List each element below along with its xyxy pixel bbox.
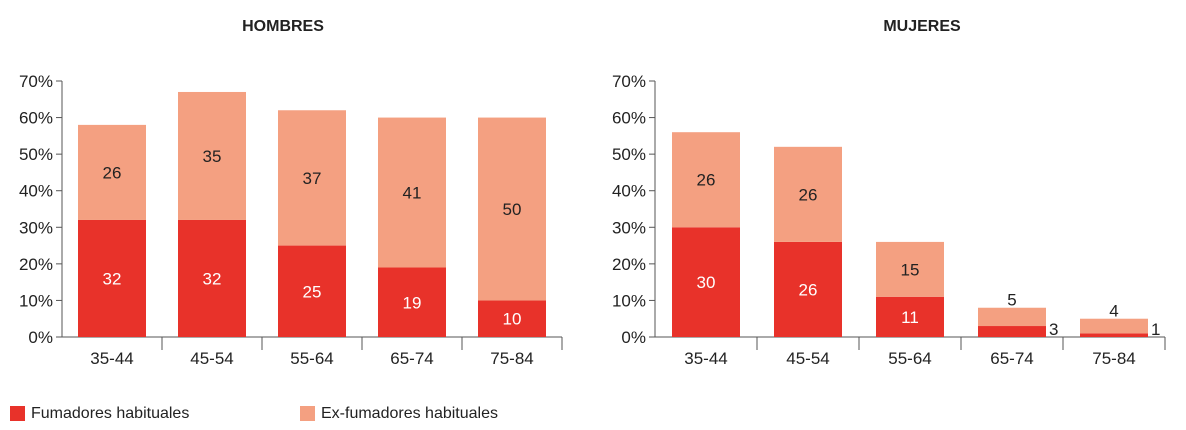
chart1-y-tick-label: 50% xyxy=(19,145,53,164)
legend-swatch-smokers xyxy=(10,406,25,421)
chart2-y-tick-label: 60% xyxy=(612,109,646,128)
chart1-bar-ex-smokers-35-44 xyxy=(78,124,146,220)
chart1-y-tick-label: 70% xyxy=(19,72,53,91)
chart2-x-tick-label: 45-54 xyxy=(786,349,829,368)
chart2-bar-ex-smokers-45-54 xyxy=(774,146,842,242)
chart2-y-tick-label: 20% xyxy=(612,255,646,274)
chart1-x-tick-label: 55-64 xyxy=(290,349,333,368)
chart2-label-smokers-65-74: 3 xyxy=(1049,320,1058,339)
chart2-label-ex-smokers-75-84: 4 xyxy=(1109,302,1118,321)
chart2-bar-smokers-75-84 xyxy=(1080,333,1148,337)
legend-swatch-ex-smokers xyxy=(300,406,315,421)
chart2-y-tick-label: 10% xyxy=(612,291,646,310)
chart2-bar-ex-smokers-55-64 xyxy=(876,241,944,297)
chart2-label-smokers-45-54: 26 xyxy=(799,280,818,299)
chart2-bar-ex-smokers-75-84 xyxy=(1080,318,1148,334)
chart1-label-smokers-65-74: 19 xyxy=(403,293,422,312)
chart2-x-tick-label: 55-64 xyxy=(888,349,931,368)
chart2-label-ex-smokers-55-64: 15 xyxy=(901,260,920,279)
chart1-y-tick-label: 20% xyxy=(19,255,53,274)
chart1-label-ex-smokers-45-54: 35 xyxy=(203,147,222,166)
chart2-bar-smokers-65-74 xyxy=(978,326,1046,337)
chart2-x-tick-label: 35-44 xyxy=(684,349,727,368)
chart1-label-ex-smokers-55-64: 37 xyxy=(303,169,322,188)
chart2-x-tick-label: 75-84 xyxy=(1092,349,1135,368)
chart1-label-ex-smokers-35-44: 26 xyxy=(103,163,122,182)
chart2-label-ex-smokers-45-54: 26 xyxy=(799,185,818,204)
chart1-bar-ex-smokers-65-74 xyxy=(378,117,446,268)
chart1-bar-smokers-65-74 xyxy=(378,267,446,337)
chart2-bar-smokers-45-54 xyxy=(774,241,842,337)
chart2-label-smokers-35-44: 30 xyxy=(697,273,716,292)
chart1-x-tick-label: 75-84 xyxy=(490,349,533,368)
chart2-label-ex-smokers-65-74: 5 xyxy=(1007,291,1016,310)
chart2-title: MUJERES xyxy=(883,18,961,35)
chart2-y-tick-label: 0% xyxy=(621,328,646,347)
chart2-y-tick-label: 70% xyxy=(612,72,646,91)
legend-item-ex-smokers: Ex-fumadores habituales xyxy=(300,405,498,422)
chart1-label-smokers-45-54: 32 xyxy=(203,269,222,288)
chart2-label-smokers-55-64: 11 xyxy=(901,308,919,327)
chart2-bar-smokers-35-44 xyxy=(672,227,740,337)
legend-label-smokers: Fumadores habituales xyxy=(31,405,190,422)
chart1-label-smokers-55-64: 25 xyxy=(303,282,322,301)
chart1-y-tick-label: 0% xyxy=(28,328,53,347)
chart2-bar-smokers-55-64 xyxy=(876,296,944,337)
chart1-x-tick-label: 45-54 xyxy=(190,349,233,368)
chart1-bar-smokers-45-54 xyxy=(178,219,246,337)
chart1-y-tick-label: 30% xyxy=(19,218,53,237)
chart1-x-tick-label: 65-74 xyxy=(390,349,433,368)
chart1-bar-ex-smokers-55-64 xyxy=(278,110,346,246)
chart1-label-ex-smokers-75-84: 50 xyxy=(503,200,522,219)
legend-label-ex-smokers: Ex-fumadores habituales xyxy=(321,405,498,422)
chart1-bar-smokers-55-64 xyxy=(278,245,346,337)
legend-item-smokers: Fumadores habituales xyxy=(10,405,190,422)
chart1-label-smokers-35-44: 32 xyxy=(103,269,122,288)
chart1-y-tick-label: 40% xyxy=(19,182,53,201)
chart2-y-tick-label: 50% xyxy=(612,145,646,164)
chart1-label-smokers-75-84: 10 xyxy=(503,310,522,329)
chart1-bar-smokers-75-84 xyxy=(478,300,546,337)
chart1-y-tick-label: 60% xyxy=(19,109,53,128)
chart2-label-smokers-75-84: 1 xyxy=(1151,320,1160,339)
chart1-bar-ex-smokers-75-84 xyxy=(478,117,546,301)
chart2-x-tick-label: 65-74 xyxy=(990,349,1033,368)
chart1-bar-ex-smokers-45-54 xyxy=(178,91,246,220)
chart2-bar-ex-smokers-65-74 xyxy=(978,307,1046,327)
chart1-bar-smokers-35-44 xyxy=(78,219,146,337)
chart2-y-tick-label: 30% xyxy=(612,218,646,237)
chart1-title: HOMBRES xyxy=(242,18,324,35)
chart2-bar-ex-smokers-35-44 xyxy=(672,132,740,228)
chart2-y-tick-label: 40% xyxy=(612,182,646,201)
chart1-y-tick-label: 10% xyxy=(19,291,53,310)
chart1-label-ex-smokers-65-74: 41 xyxy=(403,184,422,203)
chart1-x-tick-label: 35-44 xyxy=(90,349,133,368)
chart2-label-ex-smokers-35-44: 26 xyxy=(697,171,716,190)
